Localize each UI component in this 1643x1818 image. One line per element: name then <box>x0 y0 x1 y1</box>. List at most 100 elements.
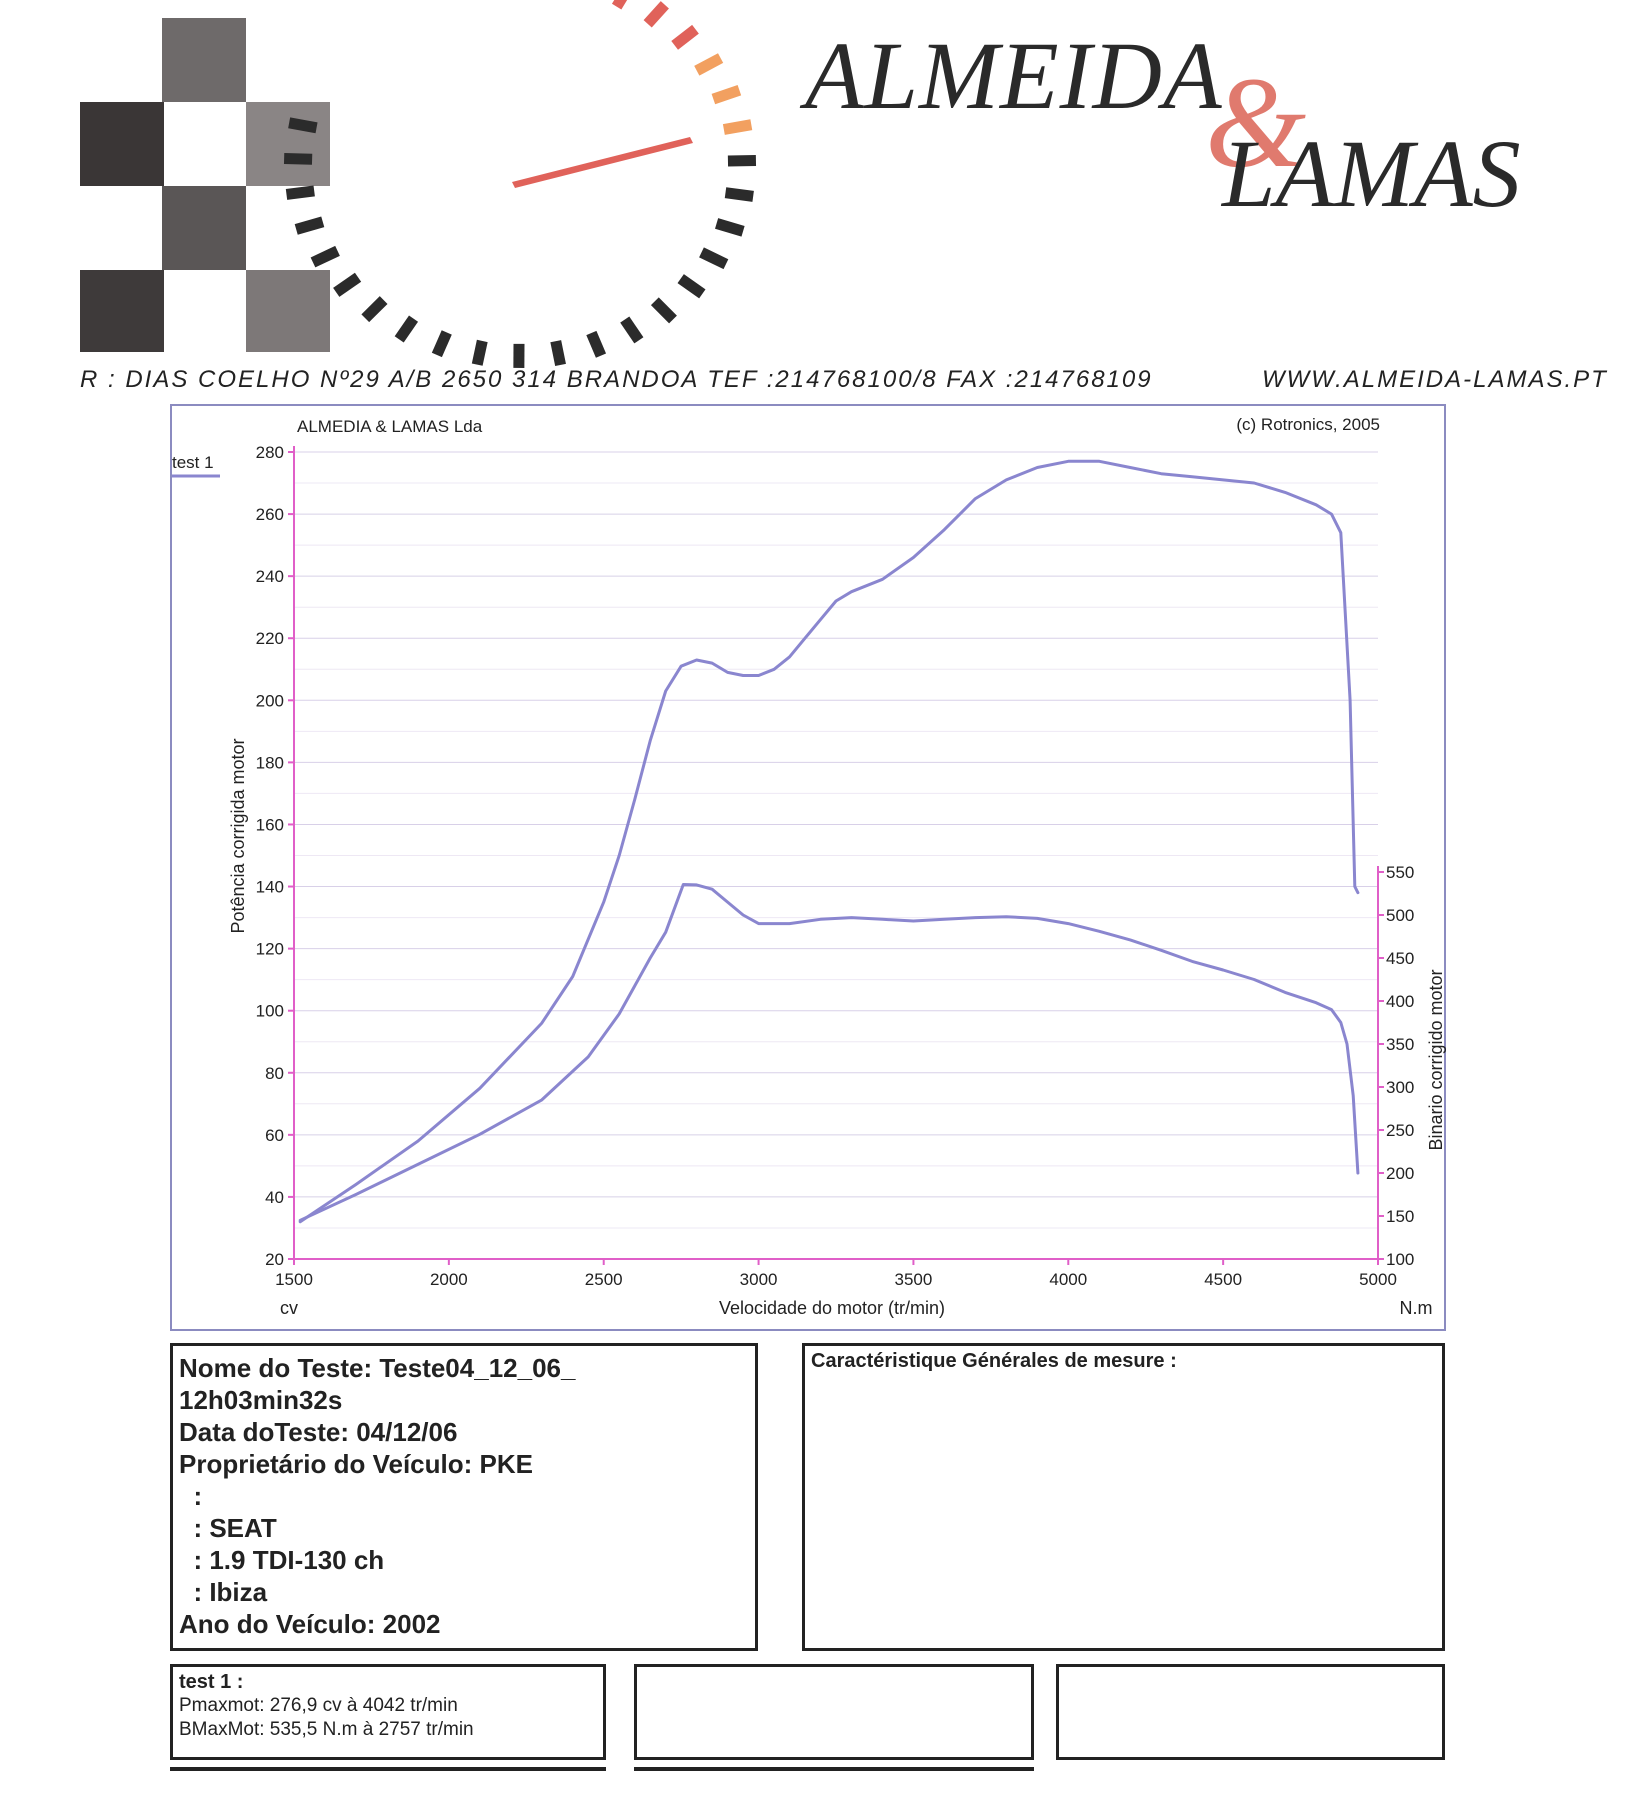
chart-ticks: 20 40 60 80 100 120 140 160 180 200 220 240 260 280 10… <box>256 443 1415 1289</box>
y-tick-label-left: 180 <box>256 753 284 772</box>
bmax-result: BMaxMot: 535,5 N.m à 2757 tr/min <box>179 1719 474 1740</box>
y-tick-label-left: 260 <box>256 505 284 524</box>
chart-grid <box>294 451 1378 1260</box>
info-line: 12h03min32s <box>179 1385 343 1415</box>
gauge-tick <box>310 245 340 268</box>
y-tick-label-left: 80 <box>265 1064 284 1083</box>
y-tick-label-left: 60 <box>265 1126 284 1145</box>
y-tick-label-left: 220 <box>256 629 284 648</box>
gauge-tick <box>694 53 724 76</box>
y-axis-right-label: Binario corrigido motor <box>1426 969 1446 1150</box>
company-website: WWW.ALMEIDA-LAMAS.PT <box>1262 366 1608 393</box>
y-tick-label-right: 500 <box>1386 906 1414 925</box>
dyno-chart-frame <box>170 404 1446 1331</box>
characteristics-box: Caractéristique Générales de mesure : <box>802 1343 1445 1651</box>
y-tick-label-left: 100 <box>256 1002 284 1021</box>
y-tick-label-left: 200 <box>256 691 284 710</box>
test-info-lines: Nome do Teste: Teste04_12_06_ 12h03min32… <box>173 1346 755 1640</box>
dyno-chart: 20 40 60 80 100 120 140 160 180 200 220 240 260 280 10… <box>172 415 1446 1318</box>
gauge-tick <box>586 330 607 358</box>
chart-copyright: (c) Rotronics, 2005 <box>1236 415 1380 434</box>
pmax-result: Pmaxmot: 276,9 cv à 4042 tr/min <box>179 1695 458 1716</box>
chart-company-label: ALMEDIA & LAMAS Lda <box>297 417 483 436</box>
legend-label: test 1 <box>172 453 214 472</box>
y-tick-label-right: 400 <box>1386 992 1414 1011</box>
info-line: Proprietário do Veículo: PKE <box>179 1449 533 1479</box>
checkered-flag-icon <box>80 18 330 352</box>
underline-2 <box>634 1767 1034 1771</box>
chart-axes <box>293 446 1379 1260</box>
gauge-tick <box>727 154 757 167</box>
gauge-tick <box>724 187 754 202</box>
y-tick-label-left: 20 <box>265 1250 284 1269</box>
x-tick-label: 5000 <box>1359 1270 1397 1289</box>
y-tick-label-left: 140 <box>256 878 284 897</box>
brand-almeida: ALMEIDA <box>805 22 1223 129</box>
y-axis-left-label: Potência corrigida motor <box>228 738 248 933</box>
empty-results-box-3 <box>1056 1664 1445 1760</box>
gauge-tick <box>471 339 488 366</box>
y-tick-label-right: 550 <box>1386 863 1414 882</box>
gauge-tick <box>650 297 677 324</box>
x-unit-left: cv <box>280 1298 298 1318</box>
speedometer-gauge-icon <box>283 0 757 368</box>
x-tick-label: 3500 <box>895 1270 933 1289</box>
gauge-tick <box>671 24 699 50</box>
y-tick-label-left: 40 <box>265 1188 284 1207</box>
gauge-tick <box>711 85 742 105</box>
info-line: : 1.9 TDI-130 ch <box>179 1545 385 1575</box>
y-tick-label-right: 300 <box>1386 1078 1414 1097</box>
x-tick-label: 2500 <box>585 1270 623 1289</box>
gauge-tick <box>550 340 566 367</box>
x-axis-label: Velocidade do motor (tr/min) <box>719 1298 945 1318</box>
gauge-tick <box>643 1 669 28</box>
x-tick-label: 1500 <box>275 1270 313 1289</box>
torque-curve <box>298 883 1360 1222</box>
gauge-tick <box>288 117 318 134</box>
underline-1 <box>170 1767 606 1771</box>
info-line: : SEAT <box>179 1513 277 1543</box>
gauge-tick <box>294 216 325 235</box>
company-logo <box>80 0 757 368</box>
x-tick-label: 2000 <box>430 1270 468 1289</box>
company-address: R : DIAS COELHO Nº29 A/B 2650 314 BRANDO… <box>80 366 1153 393</box>
gauge-tick <box>285 185 315 200</box>
empty-results-box-2 <box>634 1664 1034 1760</box>
x-tick-label: 4000 <box>1049 1270 1087 1289</box>
x-tick-label: 3000 <box>740 1270 778 1289</box>
chart-series <box>298 459 1360 1224</box>
x-unit-right: N.m <box>1400 1298 1433 1318</box>
gauge-tick <box>283 153 313 165</box>
test-info-box: Nome do Teste: Teste04_12_06_ 12h03min32… <box>170 1343 758 1651</box>
info-line: : <box>179 1481 203 1511</box>
y-tick-label-left: 120 <box>256 940 284 959</box>
y-tick-label-left: 160 <box>256 815 284 834</box>
y-tick-label-left: 240 <box>256 567 284 586</box>
y-tick-label-right: 250 <box>1386 1121 1414 1140</box>
info-line: Nome do Teste: Teste04_12_06_ <box>179 1353 576 1383</box>
gauge-tick <box>333 272 362 297</box>
gauge-tick <box>620 316 644 344</box>
results-title: test 1 : <box>179 1671 244 1693</box>
gauge-needle-icon <box>512 137 693 188</box>
gauge-tick <box>715 218 745 237</box>
y-tick-label-right: 350 <box>1386 1035 1414 1054</box>
gauge-tick <box>722 119 753 135</box>
y-tick-label-left: 280 <box>256 443 284 462</box>
results-box: test 1 : Pmaxmot: 276,9 cv à 4042 tr/min… <box>170 1664 606 1760</box>
characteristics-title: Caractéristique Générales de mesure : <box>811 1350 1177 1372</box>
power-curve <box>298 459 1360 1224</box>
y-tick-label-right: 150 <box>1386 1207 1414 1226</box>
gauge-tick <box>361 296 388 323</box>
info-line: Ano do Veículo: 2002 <box>179 1609 441 1639</box>
gauge-tick <box>394 315 419 343</box>
y-tick-label-right: 100 <box>1386 1250 1414 1269</box>
info-line: : Ibiza <box>179 1577 268 1607</box>
gauge-tick <box>677 274 706 299</box>
y-tick-label-right: 200 <box>1386 1164 1414 1183</box>
gauge-tick <box>699 247 729 270</box>
brand-lamas: LAMAS <box>1222 120 1521 227</box>
brand-ampersand: & <box>1205 51 1307 195</box>
y-tick-label-right: 450 <box>1386 949 1414 968</box>
gauge-tick <box>431 330 452 358</box>
